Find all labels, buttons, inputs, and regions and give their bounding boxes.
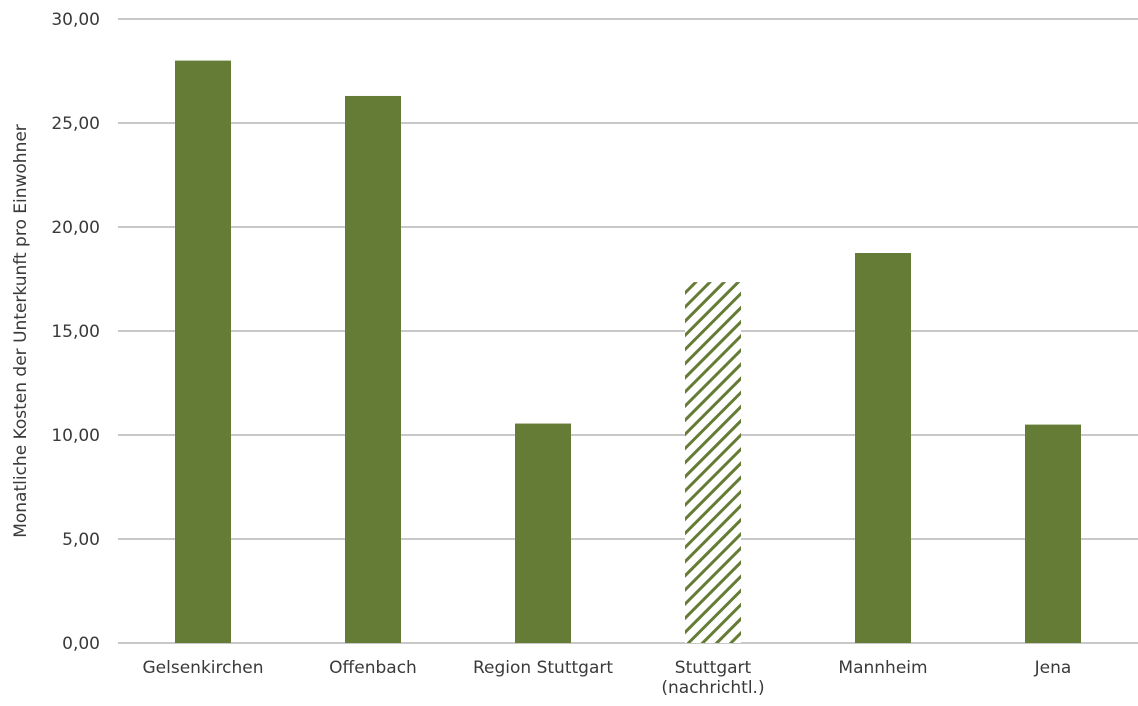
gridlines bbox=[118, 18, 1138, 644]
bars bbox=[175, 60, 1081, 644]
bar bbox=[855, 253, 911, 643]
y-axis-ticks: 0,00 5,00 10,00 15,00 20,00 25,00 30,00 bbox=[51, 10, 100, 654]
x-category-label: Stuttgart (nachrichtl.) bbox=[661, 658, 764, 698]
x-category-label: Mannheim bbox=[838, 658, 927, 678]
y-tick-label: 20,00 bbox=[51, 218, 100, 238]
bar bbox=[345, 95, 401, 643]
bar bbox=[175, 60, 231, 644]
bar bbox=[515, 423, 571, 643]
y-tick-label: 5,00 bbox=[62, 530, 100, 550]
x-axis-labels: Gelsenkirchen Offenbach Region Stuttgart St… bbox=[143, 658, 1072, 698]
y-axis-title: Monatliche Kosten der Unterkunft pro Ein… bbox=[11, 124, 31, 538]
y-tick-label: 30,00 bbox=[51, 10, 100, 30]
x-category-label: Gelsenkirchen bbox=[143, 658, 264, 678]
y-tick-label: 15,00 bbox=[51, 322, 100, 342]
x-category-label: Jena bbox=[1034, 658, 1072, 678]
bar bbox=[1025, 424, 1081, 643]
y-tick-label: 0,00 bbox=[62, 634, 100, 654]
x-category-label: Region Stuttgart bbox=[473, 658, 613, 678]
bar bbox=[685, 282, 741, 643]
x-category-label: Offenbach bbox=[329, 658, 417, 678]
y-tick-label: 10,00 bbox=[51, 426, 100, 446]
y-tick-label: 25,00 bbox=[51, 114, 100, 134]
